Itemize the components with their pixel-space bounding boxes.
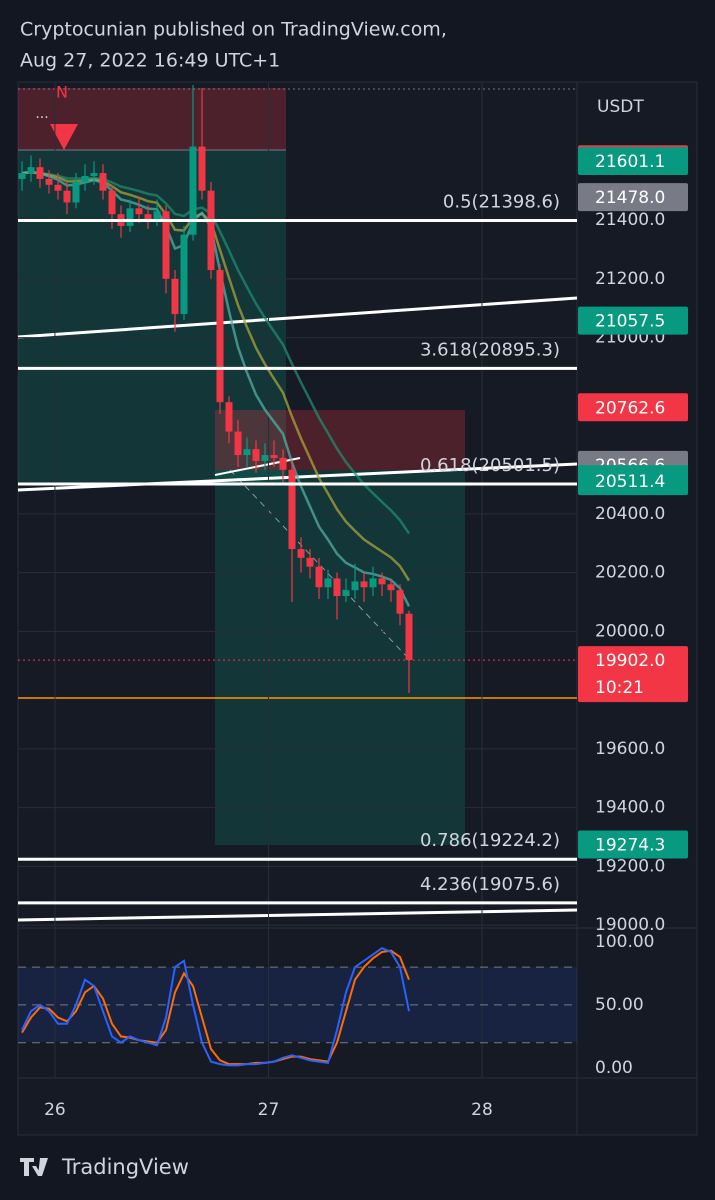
candle-body [405,613,413,661]
y-tick-label: 20400.0 [595,504,665,524]
trendline [17,908,578,922]
candle-body [396,590,404,614]
candle-body [108,190,116,215]
target-zone [18,150,286,485]
candle-body [387,584,395,591]
fib-label: 3.618(20895.3) [420,339,560,360]
candle-body [90,173,98,176]
y-tick-label: 20000.0 [595,621,665,641]
candle-body [252,449,260,461]
x-tick-label: 26 [44,1100,66,1120]
price-tag [578,146,688,175]
y-tick-label: 19000.0 [595,915,665,935]
x-tick-label: 27 [258,1100,280,1120]
candle-body [126,208,134,226]
candle-body [324,578,332,588]
candle-body [36,167,44,179]
logo-mark [20,1158,48,1176]
candle-body [99,173,107,191]
price-tag [578,393,688,422]
price-tag-label: 21057.5 [595,312,665,332]
fib-label: 0.618(20501.5) [420,455,560,476]
candle-body [63,190,71,203]
candle-body [342,590,350,597]
candle-body [180,234,188,315]
candle-body [243,449,251,456]
osc-k-line [21,947,410,1067]
candle-body [54,184,62,191]
price-tag-label: 20762.6 [595,398,665,418]
oscillator-band [18,967,577,1042]
candle-body [135,208,143,215]
osc-tick-label: 100.00 [595,932,654,952]
candle-body [171,278,179,315]
trendline [17,296,578,339]
candle-body [306,557,314,567]
candle-body [378,578,386,585]
current-price-tag [578,646,688,703]
candle-body [207,190,215,270]
price-tag [578,830,688,859]
candle-body [297,549,305,558]
signal-marker: N [56,83,68,102]
menu-dots: ... [35,106,48,122]
candle-body [189,146,197,235]
candle-body [144,214,152,221]
candle-body [153,211,161,221]
y-tick-label: 19600.0 [595,739,665,759]
chart-frame [17,81,698,1136]
fib-label: 0.786(19224.2) [420,830,560,851]
candle-body [72,181,80,203]
candle-body [360,581,368,588]
header-date: Aug 27, 2022 16:49 UTC+1 [20,50,280,72]
fib-label: 0.5(21398.6) [443,191,560,212]
price-tag [578,306,688,335]
candle-body [288,469,296,550]
y-tick-label: 21400.0 [595,210,665,230]
moving-average [21,170,411,607]
countdown-label: 10:21 [595,678,644,698]
candle-body [333,578,341,597]
price-tag [578,183,688,212]
header-author: Cryptocunian published on TradingView.co… [20,19,447,41]
price-tag-label: 21601.1 [595,152,665,172]
price-tag-label: 19274.3 [595,835,665,855]
currency-label: USDT [597,97,644,117]
candle-body [18,173,26,179]
fib-label: 4.236(19075.6) [420,874,560,895]
candle-body [162,211,170,279]
price-tag-label: 20511.4 [595,472,665,492]
target-zone [215,470,465,845]
candle-body [315,566,323,588]
y-tick-label: 19200.0 [595,856,665,876]
sell-arrow [50,124,78,150]
candle-body [351,581,359,591]
candle-body [225,402,233,432]
candle-body [279,458,287,470]
candle-body [27,167,35,174]
footer-brand: TradingView [61,1155,189,1179]
candle-body [216,270,224,403]
candle-body [369,578,377,588]
y-tick-label: 19400.0 [595,798,665,818]
candle-body [81,176,89,182]
candle-body [198,146,206,191]
y-tick-label: 20200.0 [595,563,665,583]
price-tag [578,467,688,496]
osc-tick-label: 50.00 [595,995,644,1015]
y-tick-label: 21200.0 [595,269,665,289]
osc-d-line [21,949,410,1066]
candle-body [270,455,278,458]
price-tag-label: 21478.0 [595,188,665,208]
current-price-label: 19902.0 [595,651,665,671]
candle-body [261,455,269,461]
candle-body [234,431,242,456]
candle-body [45,178,53,185]
x-tick-label: 28 [471,1100,493,1120]
logo [20,1158,48,1176]
osc-tick-label: 0.00 [595,1058,633,1078]
